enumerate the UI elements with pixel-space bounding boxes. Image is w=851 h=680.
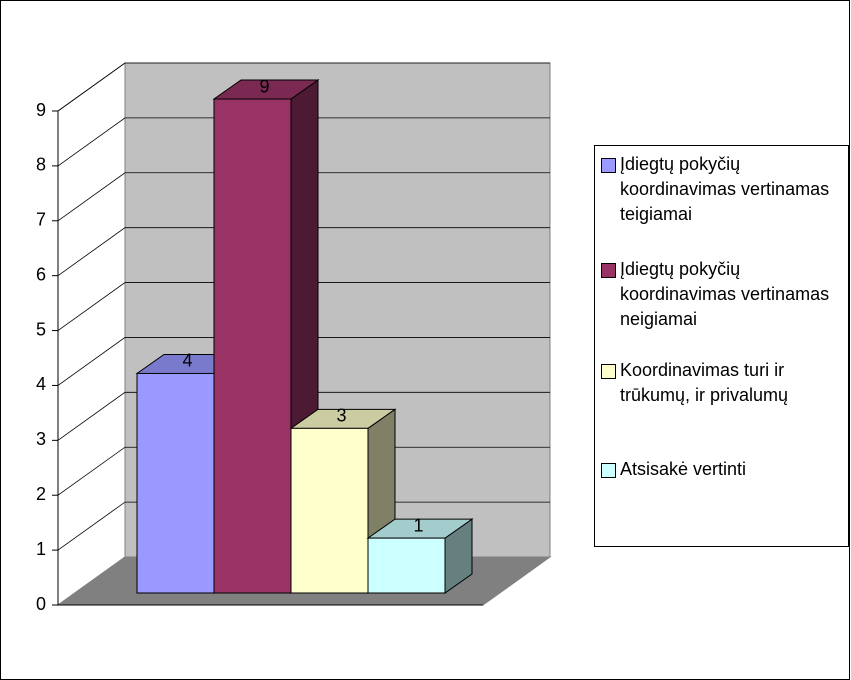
y-tick-label: 3 xyxy=(36,429,46,449)
data-label: 9 xyxy=(259,76,269,96)
legend-swatch xyxy=(601,263,616,278)
bar xyxy=(367,537,446,594)
legend: Įdiegtų pokyčių koordinavimas vertinamas… xyxy=(594,145,849,547)
y-tick-label: 9 xyxy=(36,100,46,120)
grid-line xyxy=(57,172,550,222)
legend-label: Atsisakė vertinti xyxy=(620,459,747,479)
legend-swatch xyxy=(601,364,616,379)
y-tick-label: 0 xyxy=(36,594,46,614)
legend-label: Įdiegtų pokyčių koordinavimas vertinamas… xyxy=(620,259,830,329)
grid-line xyxy=(57,227,550,276)
y-tick-label: 7 xyxy=(36,210,46,230)
data-label: 1 xyxy=(413,515,423,535)
grid-line xyxy=(57,501,550,551)
legend-label: Koordinavimas turi ir trūkumų, ir prival… xyxy=(620,360,789,405)
data-label: 4 xyxy=(182,351,192,371)
bar xyxy=(213,98,292,594)
y-tick-label: 6 xyxy=(36,264,46,284)
grid-line xyxy=(57,117,550,167)
legend-label: Įdiegtų pokyčių koordinavimas vertinamas… xyxy=(620,154,830,224)
y-tick-label: 4 xyxy=(36,374,46,394)
legend-entry: Koordinavimas turi ir trūkumų, ir prival… xyxy=(601,358,848,408)
legend-entry: Atsisakė vertinti xyxy=(601,457,848,482)
grid-line xyxy=(57,282,550,331)
grid-line xyxy=(57,337,550,386)
grid-line xyxy=(57,62,550,112)
y-tick-label: 2 xyxy=(36,484,46,504)
legend-entry: Įdiegtų pokyčių koordinavimas vertinamas… xyxy=(601,257,848,332)
grid-line xyxy=(57,446,550,496)
bar xyxy=(290,427,369,594)
legend-swatch xyxy=(601,463,616,478)
bar xyxy=(136,372,215,594)
y-tick-label: 8 xyxy=(36,155,46,175)
legend-entry: Įdiegtų pokyčių koordinavimas vertinamas… xyxy=(601,152,848,227)
side-wall xyxy=(57,62,126,606)
grid-line xyxy=(57,391,550,441)
legend-swatch xyxy=(601,158,616,173)
y-tick-label: 1 xyxy=(36,539,46,559)
y-tick-label: 5 xyxy=(36,319,46,339)
data-label: 3 xyxy=(336,406,346,426)
